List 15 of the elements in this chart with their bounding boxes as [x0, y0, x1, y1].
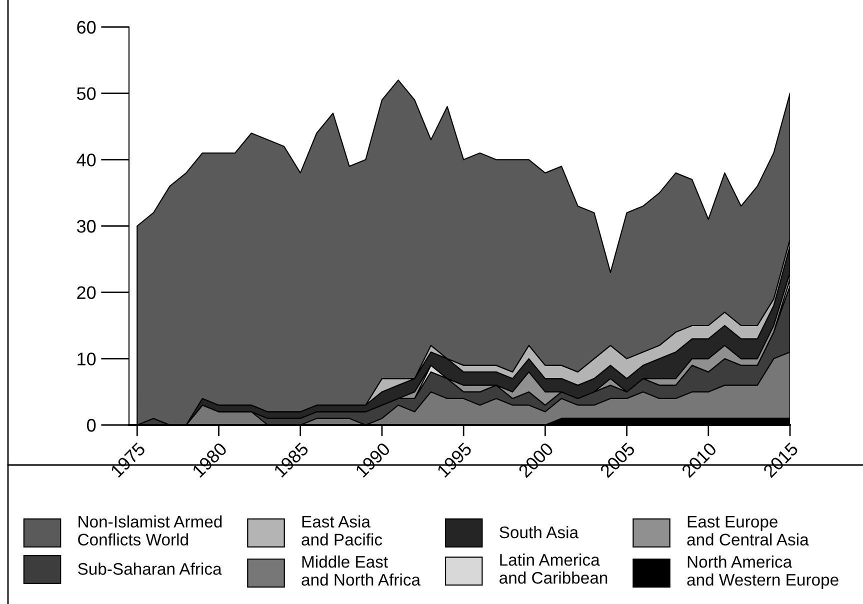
y-tick-label: 0 [87, 418, 96, 432]
y-tick-label: 20 [77, 286, 96, 300]
legend-label: East Asia and Pacific [302, 515, 382, 546]
legend-label: Non-Islamist Armed Conflicts World [78, 515, 222, 546]
y-tick-label: 30 [76, 220, 96, 233]
legend-label: Middle East and North Africa [302, 556, 421, 586]
y-tick-label: 50 [77, 87, 96, 100]
y-tick-label: 60 [77, 20, 96, 34]
legend-label: North America and Western Europe [687, 556, 838, 589]
legend-label: South Asia [500, 526, 579, 538]
legend-label: East Europe and Central Asia [687, 516, 809, 546]
y-tick-label: 40 [76, 154, 96, 166]
y-tick-label: 10 [78, 352, 96, 366]
legend-label: Sub-Saharan Africa [78, 562, 222, 575]
legend-label: Latin America and Caribbean [500, 554, 608, 584]
